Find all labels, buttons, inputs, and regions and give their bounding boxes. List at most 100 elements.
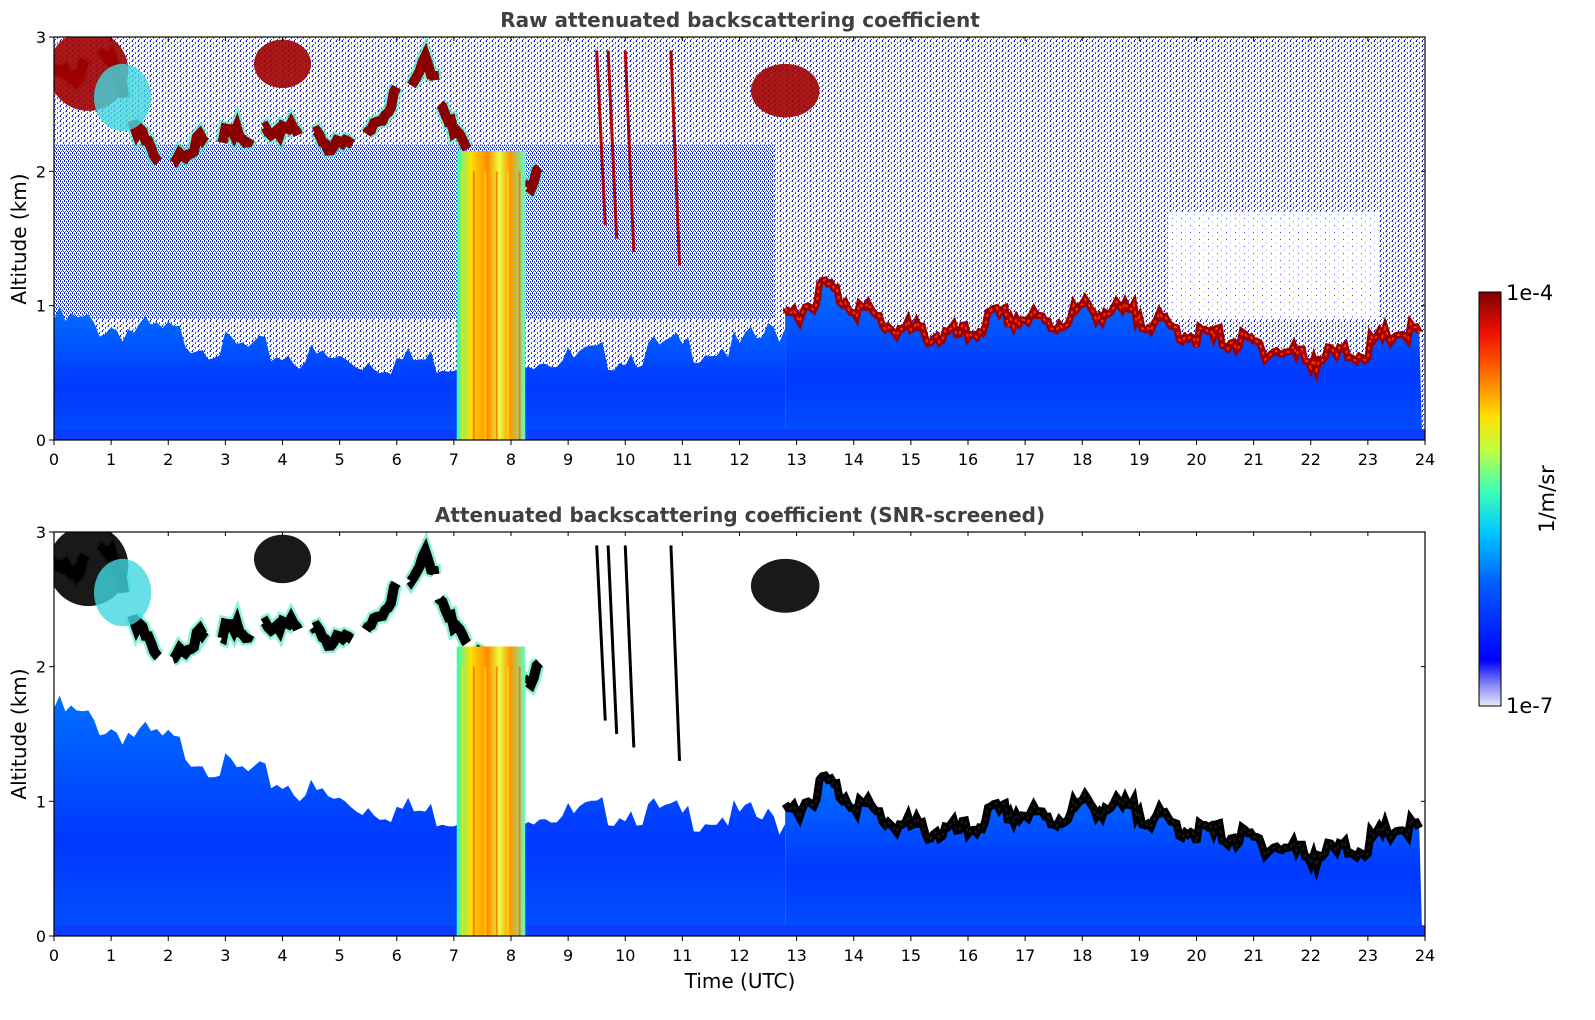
x-tick-label: 6	[392, 450, 402, 469]
y-tick-label: 3	[36, 28, 46, 47]
x-tick-label: 7	[449, 450, 459, 469]
virga-streak	[623, 50, 636, 252]
x-tick-label: 23	[1358, 946, 1378, 965]
precipitation-column	[456, 151, 526, 440]
surface-layer	[54, 429, 1425, 440]
x-tick-label: 5	[335, 450, 345, 469]
top-panel-axes: 0 1 2 3 4 5 6 7 8 9 10 11 12 13 14 15 16 17 18 19 20 21 22 23 24…	[36, 28, 1435, 469]
virga-streak	[606, 545, 619, 735]
x-tick-label: 19	[1129, 450, 1149, 469]
x-tick-label: 22	[1301, 450, 1321, 469]
x-tick-label: 20	[1186, 450, 1206, 469]
x-tick-label: 17	[1015, 946, 1035, 965]
y-tick-label: 2	[36, 658, 46, 677]
bottom-panel-plot	[54, 532, 1425, 936]
cloud-patch	[750, 558, 820, 613]
cloud-patch	[750, 63, 820, 118]
y-tick-label: 1	[36, 297, 46, 316]
x-tick-label: 1	[106, 450, 116, 469]
x-tick-label: 20	[1186, 946, 1206, 965]
cloud-patch-light	[93, 558, 152, 627]
colorbar-min-label: 1e-7	[1506, 694, 1553, 718]
x-tick-label: 16	[958, 450, 978, 469]
x-tick-label: 8	[506, 946, 516, 965]
x-tick-label: 24	[1415, 946, 1435, 965]
boundary-layer	[785, 775, 1423, 936]
x-tick-label: 17	[1015, 450, 1035, 469]
virga-streak	[669, 50, 682, 266]
x-tick-label: 10	[615, 946, 635, 965]
x-tick-label: 3	[220, 450, 230, 469]
top-panel-title: Raw attenuated backscattering coefficien…	[500, 8, 980, 32]
x-tick-label: 8	[506, 450, 516, 469]
x-tick-label: 13	[786, 946, 806, 965]
x-tick-label: 1	[106, 946, 116, 965]
cloud-patch	[253, 534, 312, 584]
x-tick-label: 21	[1243, 450, 1263, 469]
x-tick-label: 16	[958, 946, 978, 965]
x-tick-label: 14	[844, 946, 864, 965]
x-axis-label: Time (UTC)	[684, 969, 796, 993]
virga-streak	[595, 50, 607, 226]
virga-streak	[606, 50, 619, 239]
cloud-patch-light	[93, 63, 152, 132]
y-tick-label: 1	[36, 792, 46, 811]
noise-region	[54, 144, 774, 320]
x-tick-label: 12	[729, 450, 749, 469]
boundary-layer-top-core	[784, 774, 1421, 870]
y-tick-label: 0	[36, 927, 46, 946]
y-tick-label: 3	[36, 523, 46, 542]
x-tick-label: 2	[163, 450, 173, 469]
colorbar	[1478, 291, 1502, 707]
virga-streak	[595, 545, 607, 721]
x-tick-label: 14	[844, 450, 864, 469]
x-tick-label: 21	[1243, 946, 1263, 965]
x-tick-label: 23	[1358, 450, 1378, 469]
x-tick-label: 0	[49, 450, 59, 469]
y-tick-label: 0	[36, 431, 46, 450]
x-tick-label: 18	[1072, 450, 1092, 469]
x-tick-label: 15	[901, 946, 921, 965]
x-tick-label: 11	[672, 946, 692, 965]
bottom-y-axis-label: Altitude (km)	[7, 668, 31, 799]
surface-layer	[54, 925, 1425, 936]
cloud-patch	[253, 39, 312, 89]
boundary-layer	[785, 280, 1423, 440]
x-tick-label: 19	[1129, 946, 1149, 965]
boundary-layer-top-core	[784, 278, 1421, 374]
virga-streak	[623, 545, 636, 748]
x-tick-label: 4	[277, 946, 287, 965]
aerosol-layer	[54, 306, 786, 440]
x-tick-label: 2	[163, 946, 173, 965]
virga-streak	[669, 545, 682, 761]
x-tick-label: 18	[1072, 946, 1092, 965]
top-panel-plot	[54, 37, 1425, 440]
x-tick-label: 22	[1301, 946, 1321, 965]
x-tick-label: 24	[1415, 450, 1435, 469]
aerosol-layer	[54, 695, 786, 936]
x-tick-label: 15	[901, 450, 921, 469]
x-tick-label: 13	[786, 450, 806, 469]
x-tick-label: 6	[392, 946, 402, 965]
colorbar-label: 1/m/sr	[1535, 465, 1559, 533]
x-tick-label: 9	[563, 946, 573, 965]
upper-cloud-layer	[54, 537, 544, 699]
upper-cloud-layer	[54, 42, 543, 204]
x-tick-label: 7	[449, 946, 459, 965]
x-tick-label: 4	[277, 450, 287, 469]
x-tick-label: 0	[49, 946, 59, 965]
x-tick-label: 5	[335, 946, 345, 965]
colorbar-max-label: 1e-4	[1506, 281, 1553, 305]
y-tick-label: 2	[36, 162, 46, 181]
x-tick-label: 3	[220, 946, 230, 965]
x-tick-label: 11	[672, 450, 692, 469]
x-tick-label: 9	[563, 450, 573, 469]
bottom-panel-title: Attenuated backscattering coefficient (S…	[435, 503, 1045, 527]
precipitation-column	[456, 646, 526, 936]
bottom-panel-axes: 0 1 2 3 4 5 6 7 8 9 10 11 12 13 14 15 16 17 18 19 20 21 22 23 24…	[36, 523, 1435, 965]
x-tick-label: 12	[729, 946, 749, 965]
x-tick-label: 10	[615, 450, 635, 469]
sparse-noise-region	[1167, 211, 1380, 320]
top-y-axis-label: Altitude (km)	[7, 173, 31, 304]
